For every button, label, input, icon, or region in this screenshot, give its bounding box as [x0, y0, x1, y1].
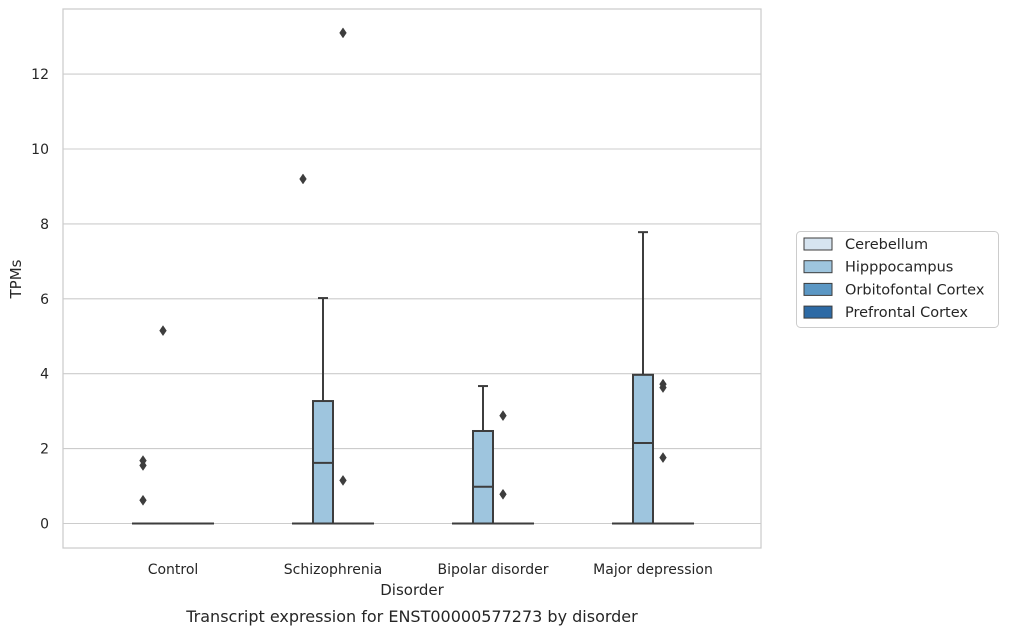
x-tick-label-bipolar-disorder: Bipolar disorder — [437, 562, 548, 578]
legend-label-cerebellum: Cerebellum — [845, 237, 928, 253]
legend-swatch-cerebellum — [803, 237, 833, 251]
box-major-depression-orbitofontal-cortex — [652, 378, 674, 525]
y-tick-label-2: 2 — [40, 442, 49, 458]
outlier-point-0 — [339, 27, 347, 39]
y-axis-label: TPMs — [7, 259, 25, 299]
outlier-point-0 — [499, 410, 507, 422]
y-tick-label-10: 10 — [31, 142, 49, 158]
legend-label-prefrontal-cortex: Prefrontal Cortex — [845, 305, 968, 321]
y-tick-label-12: 12 — [31, 67, 49, 83]
outlier-point-0 — [299, 173, 307, 185]
box-control-cerebellum — [132, 455, 154, 525]
legend-box — [796, 231, 999, 328]
outlier-point-2 — [139, 494, 147, 506]
outlier-point-1 — [139, 460, 147, 471]
legend-label-hipppocampus: Hipppocampus — [845, 260, 953, 276]
x-axis-label: Disorder — [380, 581, 444, 599]
box-bipolar-disorder-hipppocampus — [472, 385, 494, 525]
y-tick-labels: 0 2 4 6 8 10 12 — [31, 67, 49, 532]
outlier-point-1 — [659, 382, 667, 394]
outlier-point-1 — [499, 488, 507, 500]
legend-swatch-orbitofontal-cortex — [803, 282, 833, 296]
x-tick-labels: Control Schizophrenia Bipolar disorder Majo… — [148, 562, 713, 578]
box-control-hipppocampus — [152, 325, 174, 525]
box-major-depression-hipppocampus — [632, 231, 654, 525]
legend: Cerebellum Hipppocampus Orbitofontal Corte… — [796, 231, 999, 328]
y-tick-label-6: 6 — [40, 292, 49, 308]
x-tick-label-major-depression: Major depression — [593, 562, 713, 578]
outlier-point-1 — [339, 474, 347, 486]
box-schizophrenia-hipppocampus — [312, 297, 334, 525]
y-tick-label-0: 0 — [40, 517, 49, 533]
legend-label-orbitofontal-cortex: Orbitofontal Cortex — [845, 282, 985, 298]
legend-swatch-hipppocampus — [803, 260, 833, 274]
outlier-point-2 — [659, 452, 667, 464]
box-body — [632, 373, 654, 525]
chart-caption: Transcript expression for ENST0000057727… — [185, 607, 638, 626]
legend-swatch-prefrontal-cortex — [803, 305, 833, 319]
outlier-point-0 — [159, 325, 167, 337]
box-body — [472, 429, 494, 525]
x-tick-label-schizophrenia: Schizophrenia — [284, 562, 382, 578]
plot-frame — [62, 8, 762, 549]
box-layer — [132, 27, 694, 525]
y-tick-label-4: 4 — [40, 367, 49, 383]
y-tick-label-8: 8 — [40, 217, 49, 233]
x-tick-label-control: Control — [148, 562, 199, 578]
